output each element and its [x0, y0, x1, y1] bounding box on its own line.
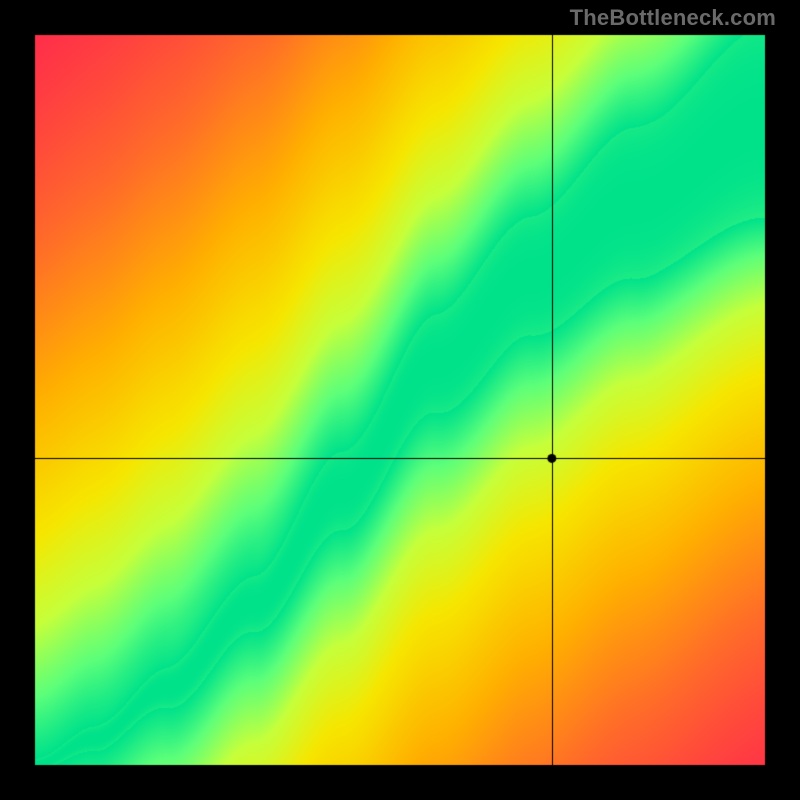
watermark-text: TheBottleneck.com: [570, 5, 776, 31]
bottleneck-heatmap: [0, 0, 800, 800]
